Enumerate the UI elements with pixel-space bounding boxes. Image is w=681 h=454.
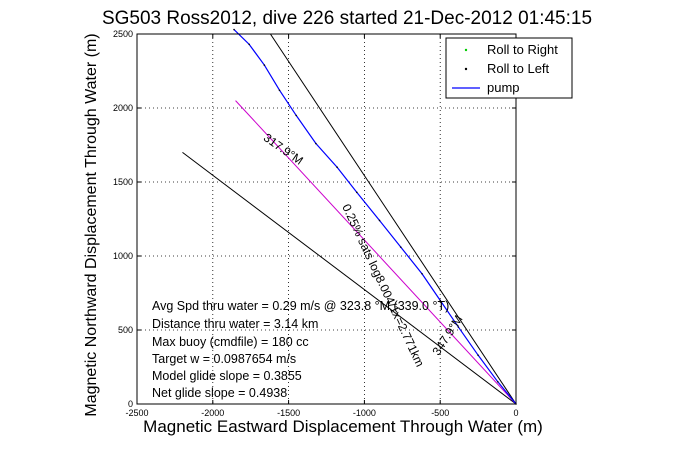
plot-area-frame <box>136 33 517 405</box>
heading-line-label: 0.25% sats log8.004/1x=2.771km <box>339 202 427 369</box>
legend-entries: Roll to Right Roll to Left pump <box>452 42 558 95</box>
series-line-pump <box>233 29 517 405</box>
series-point <box>356 191 358 194</box>
y-tick-label: 1000 <box>113 251 133 261</box>
annotation-model-glide: Model glide slope = 0.3855 <box>152 369 302 383</box>
x-tick-label: -1000 <box>353 408 376 418</box>
legend-label: Roll to Right <box>487 42 558 57</box>
series-group <box>233 28 517 405</box>
y-tick-label: 2000 <box>113 103 133 113</box>
x-tick-label: -2500 <box>125 408 148 418</box>
series-point <box>233 28 235 31</box>
y-axis-label: Magnetic Northward Displacement Through … <box>83 33 100 416</box>
x-tick-label: 0 <box>513 408 518 418</box>
series-point <box>421 272 423 275</box>
annotation-target-w: Target w = 0.0987654 m/s <box>152 352 296 366</box>
x-axis-label: Magnetic Eastward Displacement Through W… <box>143 417 543 436</box>
y-ticks: 0 500 1000 1500 2000 2500 <box>113 29 516 409</box>
series-point <box>497 381 499 383</box>
annotation-net-glide: Net glide slope = 0.4938 <box>152 386 287 400</box>
grid-lines <box>137 34 516 404</box>
x-tick-label: -500 <box>431 408 449 418</box>
series-point <box>336 166 338 168</box>
series-point <box>315 142 317 145</box>
heading-line-label: 347.9°M <box>429 313 465 358</box>
legend-swatch-dot <box>464 67 468 71</box>
heading-line-0 <box>269 33 517 405</box>
heading-line-labels: 317.9°M 347.9°M0.25% sats log8.004/1x=2.7… <box>261 131 466 369</box>
series-point <box>248 43 250 46</box>
heading-line-1 <box>182 152 517 405</box>
heading-lines <box>182 33 517 405</box>
series-point <box>457 326 460 328</box>
annotation-block: Avg Spd thru water = 0.29 m/s @ 323.8 °M… <box>152 299 449 400</box>
heading-line-2 <box>235 100 517 405</box>
x-ticks: -2500 -2000 -1500 -1000 -500 0 <box>125 34 519 418</box>
y-tick-label: 1500 <box>113 177 133 187</box>
legend: Roll to Right Roll to Left pump <box>445 37 573 99</box>
annotation-distance: Distance thru water = 3.14 km <box>152 317 318 331</box>
legend-swatch-dot <box>464 48 468 52</box>
y-tick-label: 0 <box>128 399 133 409</box>
series-point <box>263 64 266 66</box>
series-point <box>477 354 479 356</box>
chart-title: SG503 Ross2012, dive 226 started 21-Dec-… <box>102 8 592 29</box>
legend-label: Roll to Left <box>487 61 550 76</box>
annotation-max-buoy: Max buoy (cmdfile) = 180 cc <box>152 335 309 349</box>
series-point <box>278 89 281 92</box>
annotation-avg-speed: Avg Spd thru water = 0.29 m/s @ 323.8 °M… <box>152 299 449 313</box>
y-tick-label: 500 <box>118 325 133 335</box>
series-point <box>295 114 297 117</box>
legend-label: pump <box>487 80 520 95</box>
heading-line-label: 317.9°M <box>261 131 306 168</box>
x-tick-label: -2000 <box>201 408 224 418</box>
series-point <box>439 299 442 302</box>
y-tick-label: 2500 <box>113 29 133 39</box>
series-point <box>399 246 402 248</box>
x-tick-label: -1500 <box>277 408 300 418</box>
series-point <box>378 219 381 222</box>
